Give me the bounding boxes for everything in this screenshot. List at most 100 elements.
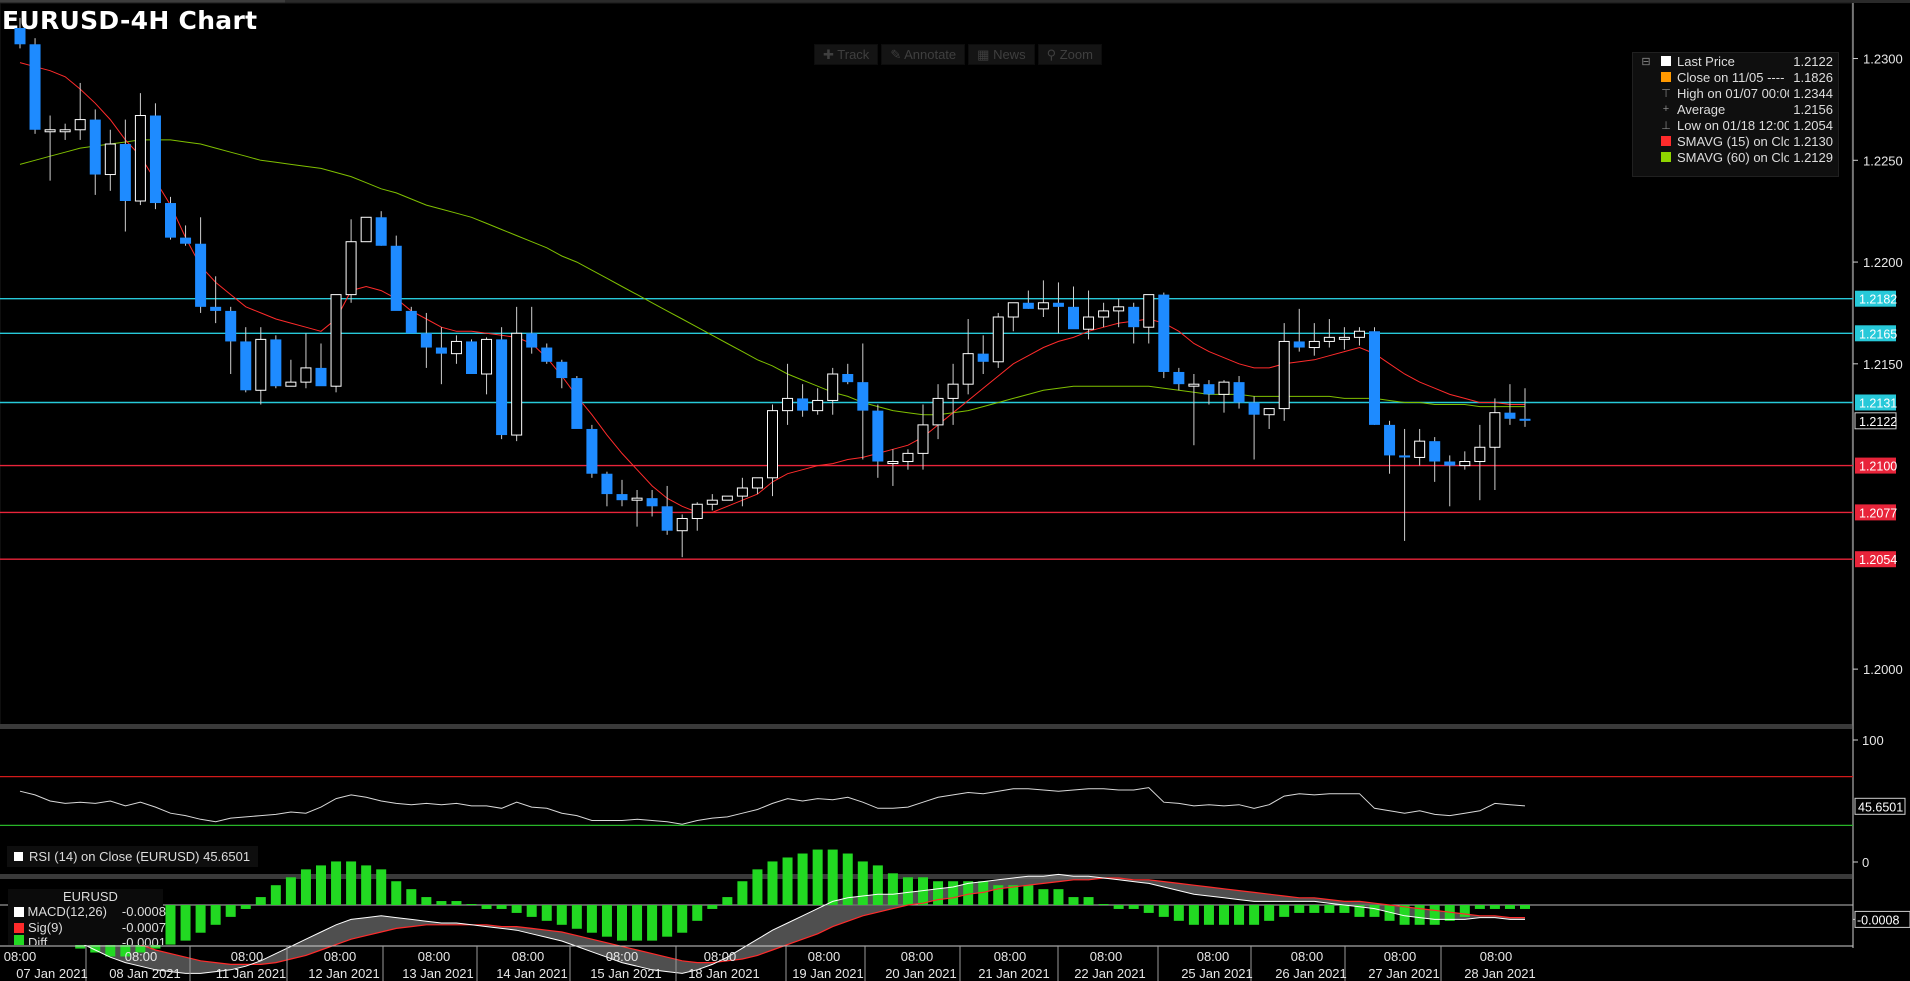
macd-histogram-bar bbox=[361, 865, 372, 905]
macd-legend-row: MACD(12,26) -0.0008 bbox=[14, 904, 166, 919]
candle bbox=[872, 404, 884, 478]
candle-body bbox=[119, 144, 131, 201]
candle bbox=[165, 196, 176, 240]
macd-histogram-bar bbox=[1158, 905, 1169, 917]
rsi-tick-label: 100 bbox=[1862, 733, 1884, 748]
price-axis: 1.2300 1.2250 1.2200 1.2150 1.2000 1.2182 1.21… bbox=[1853, 52, 1903, 677]
candle bbox=[1248, 396, 1260, 460]
level-label-box bbox=[1855, 504, 1896, 521]
time-tick-label: 08:00 bbox=[4, 949, 37, 964]
candle bbox=[1007, 302, 1019, 332]
candle bbox=[255, 327, 267, 405]
candle-body bbox=[721, 495, 733, 501]
macd-histogram-bar bbox=[1444, 905, 1455, 921]
macd-histogram-bar bbox=[1098, 904, 1109, 905]
candle bbox=[59, 123, 71, 140]
candle bbox=[571, 376, 583, 429]
macd-histogram-bar bbox=[466, 904, 477, 905]
candle bbox=[962, 319, 974, 395]
date-tick-label: 11 Jan 2021 bbox=[216, 966, 287, 981]
macd-histogram-bar bbox=[436, 901, 447, 905]
macd-histogram-bar bbox=[571, 905, 582, 929]
macd-histogram-bar bbox=[1369, 905, 1380, 917]
candle bbox=[1504, 384, 1516, 425]
candle bbox=[556, 359, 568, 389]
candle bbox=[74, 82, 86, 140]
macd-histogram-bar bbox=[1083, 897, 1094, 905]
macd-histogram-bar bbox=[541, 905, 552, 921]
date-tick-label: 15 Jan 2021 bbox=[590, 966, 662, 981]
candle-body bbox=[571, 378, 583, 429]
macd-histogram-bar bbox=[1459, 905, 1470, 917]
macd-histogram-bar bbox=[526, 905, 537, 917]
candle bbox=[1384, 420, 1396, 474]
macd-histogram-bar bbox=[617, 905, 627, 941]
macd-histogram-bar bbox=[1279, 905, 1290, 917]
macd-histogram-bar bbox=[1143, 905, 1154, 913]
macd-histogram-bar bbox=[662, 905, 673, 937]
candle-body bbox=[1052, 302, 1064, 307]
macd-histogram-bar bbox=[1038, 889, 1049, 905]
time-tick-label: 08:00 bbox=[125, 949, 158, 964]
candle bbox=[1353, 327, 1365, 346]
level-label-box bbox=[1855, 394, 1896, 411]
candle bbox=[586, 424, 598, 478]
candle bbox=[992, 312, 1004, 368]
rsi-last-box bbox=[1854, 797, 1906, 815]
date-tick-label: 07 Jan 2021 bbox=[16, 966, 88, 981]
candle-body bbox=[1158, 294, 1170, 372]
candle-body bbox=[1308, 340, 1320, 349]
price-tick-label: 1.2300 bbox=[1863, 52, 1903, 67]
legend-sma60: SMAVG (60) on Close1.2129 bbox=[1633, 149, 1838, 165]
candle bbox=[857, 343, 869, 460]
date-tick-label: 26 Jan 2021 bbox=[1275, 966, 1347, 981]
macd-histogram-bar bbox=[316, 865, 326, 905]
candle-body bbox=[586, 428, 598, 474]
candle-body bbox=[1489, 412, 1501, 448]
candle bbox=[1233, 376, 1245, 409]
macd-histogram-bar bbox=[481, 905, 492, 909]
zoom-button[interactable]: ⚲ Zoom bbox=[1037, 44, 1102, 65]
annotate-button[interactable]: ✎ Annotate bbox=[881, 44, 966, 65]
candle bbox=[541, 343, 553, 364]
rsi-panel: 100 0 45.6501 bbox=[0, 733, 1906, 870]
macd-histogram-bar bbox=[496, 905, 507, 909]
candle-body bbox=[902, 452, 914, 463]
date-tick-label: 08 Jan 2021 bbox=[109, 966, 181, 981]
candle-body bbox=[691, 503, 703, 520]
candle bbox=[1414, 428, 1426, 466]
candle-body bbox=[962, 353, 974, 385]
macd-histogram-bar bbox=[240, 905, 251, 909]
macd-histogram-bar bbox=[1429, 905, 1440, 925]
candle bbox=[1052, 282, 1064, 334]
date-tick-label: 13 Jan 2021 bbox=[402, 966, 474, 981]
candle-body bbox=[1068, 306, 1079, 330]
news-button[interactable]: ▦ News bbox=[968, 44, 1035, 65]
candle-body bbox=[767, 410, 778, 479]
price-tick-label: 1.2200 bbox=[1863, 255, 1903, 270]
track-button[interactable]: ✚ Track bbox=[814, 44, 879, 65]
candle bbox=[180, 225, 192, 246]
macd-histogram-bar bbox=[827, 849, 838, 905]
macd-histogram-bar bbox=[1504, 905, 1515, 909]
macd-histogram-bar bbox=[647, 905, 658, 941]
time-tick-label: 08:00 bbox=[1480, 949, 1513, 964]
candle-body bbox=[59, 129, 71, 133]
candle-body bbox=[782, 397, 794, 412]
candle-body bbox=[466, 341, 477, 374]
macd-histogram-bar bbox=[406, 889, 417, 905]
candle-body bbox=[631, 497, 643, 501]
macd-histogram-bar bbox=[1384, 905, 1395, 921]
time-tick-label: 08:00 bbox=[808, 949, 841, 964]
macd-signal-band bbox=[20, 874, 1525, 974]
candle-body bbox=[1143, 294, 1155, 328]
time-tick-label: 08:00 bbox=[901, 949, 934, 964]
level-label: 1.2182 bbox=[1859, 293, 1897, 307]
macd-histogram-bar bbox=[421, 897, 432, 905]
macd-histogram-bar bbox=[948, 881, 959, 905]
date-tick-label: 12 Jan 2021 bbox=[308, 966, 380, 981]
average-marker-icon: + bbox=[1662, 103, 1670, 115]
macd-histogram-bar bbox=[511, 905, 522, 913]
candle-body bbox=[481, 338, 493, 375]
